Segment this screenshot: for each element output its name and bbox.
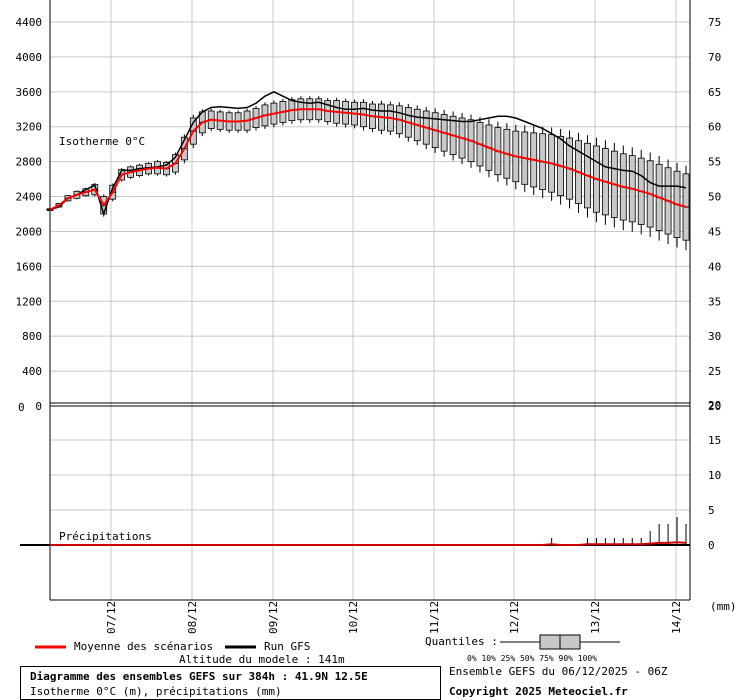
- y-tick-left: 1600: [16, 260, 43, 273]
- y-tick-left: 3200: [16, 121, 43, 134]
- precip-mean-line: [50, 541, 687, 546]
- chart-title: Diagramme des ensembles GEFS sur 384h : …: [30, 670, 368, 683]
- y-tick-right: 65: [708, 86, 721, 99]
- x-tick-label: 10/12: [347, 601, 360, 634]
- legend-quantile-percentages: 0% 10% 25% 50% 75% 90% 100%: [467, 654, 598, 663]
- x-tick-label: 09/12: [267, 601, 280, 634]
- y-tick-right: 50: [708, 191, 721, 204]
- y-tick-left: 400: [22, 365, 42, 378]
- altitude-label: Altitude du modele : 141m: [179, 653, 345, 666]
- chart-subtitle: Isotherme 0°C (m), précipitations (mm): [30, 685, 282, 698]
- y-tick-right: 35: [708, 295, 721, 308]
- y-tick-precip: 10: [708, 469, 721, 482]
- y-tick-right: 20: [708, 400, 721, 413]
- y-tick-left: 2400: [16, 191, 43, 204]
- copyright-label: Copyright 2025 Meteociel.fr: [449, 685, 628, 698]
- y-tick-left: 4400: [16, 16, 43, 29]
- legend-run-label: Run GFS: [264, 640, 311, 653]
- y-tick-right: 55: [708, 156, 721, 169]
- x-tick-label: 08/12: [186, 601, 199, 634]
- y-tick-right: 70: [708, 51, 721, 64]
- x-tick-label: 13/12: [589, 601, 602, 634]
- y-tick-left: 800: [22, 330, 42, 343]
- x-tick-label: 07/12: [105, 601, 118, 634]
- y-tick-precip: 15: [708, 434, 721, 447]
- legend-mean-label: Moyenne des scénarios: [74, 640, 214, 653]
- y-tick-right: 25: [708, 365, 721, 378]
- y-tick-precip: 0: [708, 539, 715, 552]
- y-tick-left: 2800: [16, 156, 43, 169]
- precip-unit-label: (mm): [710, 600, 737, 613]
- y-tick-left: 0: [18, 401, 25, 414]
- y-tick-left: 1200: [16, 295, 43, 308]
- y-tick-right: 45: [708, 225, 721, 238]
- ensemble-run-label: Ensemble GEFS du 06/12/2025 - 06Z: [449, 665, 668, 678]
- x-tick-label: 12/12: [508, 601, 521, 634]
- chart-title-box: [20, 666, 441, 700]
- isotherm-panel-label: Isotherme 0°C: [59, 135, 146, 148]
- y-tick-right: 60: [708, 121, 721, 134]
- y-tick-right: 40: [708, 260, 721, 273]
- precip-panel-label: Précipitations: [59, 530, 152, 543]
- y-tick-right: 75: [708, 16, 721, 29]
- y-tick-left: 4000: [16, 51, 43, 64]
- y-tick-right: 30: [708, 330, 721, 343]
- y-tick-precip: 5: [708, 504, 715, 517]
- y-tick-left: 0: [35, 400, 42, 413]
- y-tick-left: 3600: [16, 86, 43, 99]
- x-tick-label: 11/12: [428, 601, 441, 634]
- y-tick-precip: 20: [708, 399, 721, 412]
- legend-quantiles-label: Quantiles :: [425, 635, 498, 648]
- x-tick-label: 14/12: [670, 601, 683, 634]
- y-tick-left: 2000: [16, 225, 43, 238]
- mean-scenarios-line: [49, 108, 687, 211]
